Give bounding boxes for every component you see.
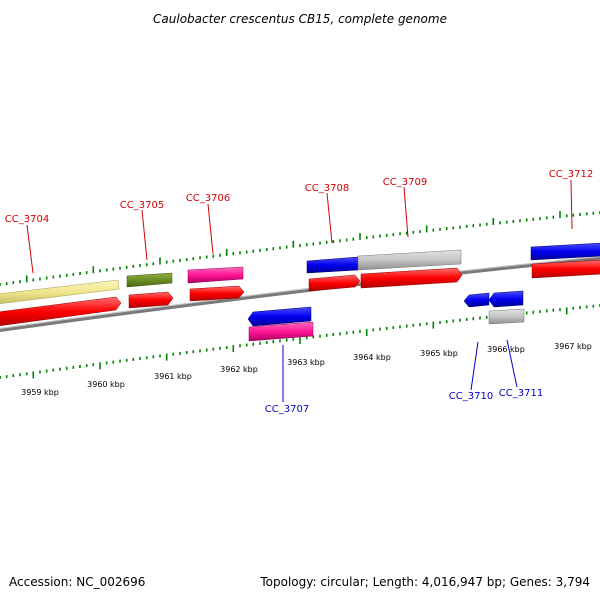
cds-arrow-cc3709[interactable] bbox=[360, 267, 463, 289]
gene-block-cc3707[interactable] bbox=[247, 306, 312, 327]
kbp-label: 3961 kbp bbox=[154, 372, 192, 381]
gene-block-cc3704[interactable] bbox=[0, 279, 120, 305]
cds-block-cc3711[interactable] bbox=[488, 308, 525, 325]
gene-label-cc3704[interactable]: CC_3704 bbox=[5, 214, 49, 225]
kbp-label: 3965 kbp bbox=[420, 349, 458, 358]
gene-label-cc3705[interactable]: CC_3705 bbox=[120, 200, 164, 211]
gene-label-cc3712[interactable]: CC_3712 bbox=[549, 169, 593, 180]
label-leaders bbox=[26, 179, 573, 402]
gene-block-cc3711[interactable] bbox=[488, 290, 524, 308]
cds-block-cc3712[interactable] bbox=[531, 259, 600, 279]
accession-text: Accession: NC_002696 bbox=[9, 575, 145, 589]
gene-label-cc3711[interactable]: CC_3711 bbox=[499, 388, 543, 399]
cds-arrow-cc3708[interactable] bbox=[308, 274, 361, 292]
gene-block-cc3709[interactable] bbox=[357, 249, 462, 271]
kbp-label: 3959 kbp bbox=[21, 388, 59, 397]
kbp-label: 3964 kbp bbox=[353, 353, 391, 362]
kbp-label: 3960 kbp bbox=[87, 380, 125, 389]
gene-block-cc3708[interactable] bbox=[306, 256, 359, 274]
cds-arrow-cc3705[interactable] bbox=[128, 291, 174, 309]
cds-arrow-cc3706[interactable] bbox=[189, 285, 245, 302]
kbp-label: 3967 kbp bbox=[554, 342, 592, 351]
gene-labels: CC_3704 CC_3705 CC_3706 CC_3708 CC_3709 … bbox=[5, 169, 593, 415]
kbp-label: 3962 kbp bbox=[220, 365, 258, 374]
gene-label-cc3706[interactable]: CC_3706 bbox=[186, 193, 230, 204]
gene-block-cc3712[interactable] bbox=[530, 242, 600, 261]
gene-features bbox=[0, 242, 600, 342]
kbp-labels: 3959 kbp 3960 kbp 3961 kbp 3962 kbp 3963… bbox=[21, 342, 592, 397]
sequence-backbone-highlight bbox=[0, 256, 600, 329]
genome-summary-text: Topology: circular; Length: 4,016,947 bp… bbox=[259, 575, 590, 589]
gene-block-cc3710[interactable] bbox=[463, 292, 490, 308]
cds-block-cc3707[interactable] bbox=[248, 321, 314, 342]
kbp-label: 3963 kbp bbox=[287, 358, 325, 367]
gene-label-cc3707[interactable]: CC_3707 bbox=[265, 404, 309, 415]
gene-block-cc3706[interactable] bbox=[187, 266, 244, 284]
gene-block-cc3705[interactable] bbox=[126, 272, 173, 288]
gene-label-cc3709[interactable]: CC_3709 bbox=[383, 177, 427, 188]
gene-label-cc3710[interactable]: CC_3710 bbox=[449, 391, 493, 402]
map-title: Caulobacter crescentus CB15, complete ge… bbox=[153, 12, 447, 26]
gene-label-cc3708[interactable]: CC_3708 bbox=[305, 183, 349, 194]
tick-scale-upper bbox=[0, 211, 600, 286]
kbp-label: 3966 kbp bbox=[487, 345, 525, 354]
tick-scale-lower bbox=[0, 304, 600, 379]
cds-arrow-cc3704[interactable] bbox=[0, 296, 122, 326]
sequence-backbone bbox=[0, 256, 600, 332]
